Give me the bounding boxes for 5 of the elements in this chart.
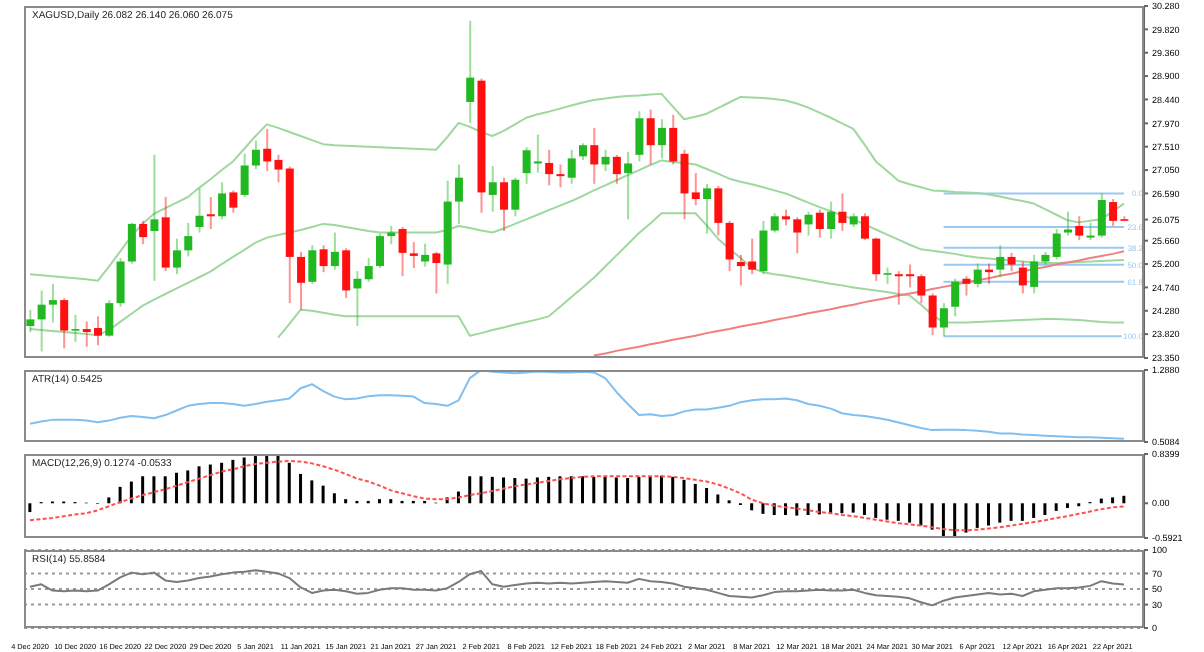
- line-series: [592, 250, 1125, 357]
- line-series: [29, 92, 1125, 282]
- line-series: [29, 460, 1125, 532]
- line-series: [277, 212, 1125, 339]
- line-series: [29, 569, 1125, 607]
